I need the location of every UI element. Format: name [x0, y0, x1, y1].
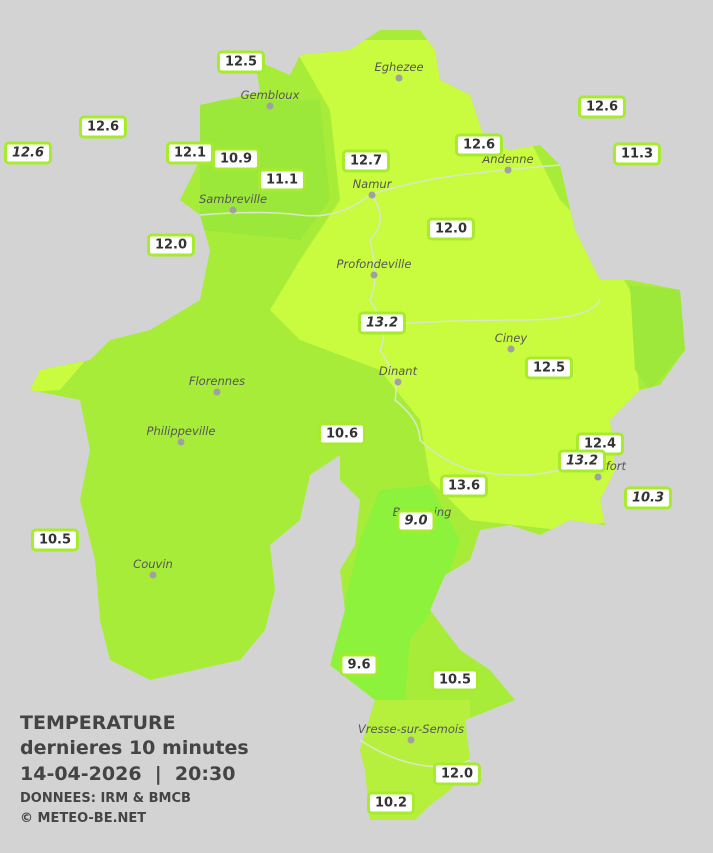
city-label: Vresse-sur-Semois: [357, 722, 465, 736]
city-dot: [507, 345, 515, 353]
city-dot: [149, 571, 157, 579]
station-value: 10.9: [211, 147, 261, 171]
station-value: 12.6: [78, 115, 128, 139]
legend-copyright: © METEO-BE.NET: [20, 811, 147, 826]
city-label: Philippeville: [146, 424, 216, 438]
legend-source: DONNEES: IRM & BMCB: [20, 791, 191, 806]
station-value: 12.6: [3, 141, 53, 165]
station-value: 13.2: [357, 311, 407, 335]
city-label: Profondeville: [336, 257, 412, 271]
legend-subtitle: dernieres 10 minutes: [20, 737, 249, 759]
city-dot: [177, 438, 185, 446]
city-dot: [394, 378, 402, 386]
station-value: 12.0: [432, 762, 482, 786]
station-value: 11.3: [612, 142, 662, 166]
city-dot: [368, 191, 376, 199]
station-value: 12.1: [165, 141, 215, 165]
station-value: 10.2: [366, 791, 416, 815]
city-label: Namur: [352, 177, 392, 191]
station-value: 13.6: [439, 474, 489, 498]
station-value: 12.0: [426, 217, 476, 241]
city-label: Florennes: [188, 374, 246, 388]
station-value: 10.3: [623, 486, 673, 510]
city-dot: [407, 736, 415, 744]
station-value: 12.0: [146, 233, 196, 257]
station-value: 12.6: [454, 133, 504, 157]
city-dot: [229, 206, 237, 214]
city-dot: [213, 388, 221, 396]
city-label: Couvin: [133, 557, 173, 571]
station-value: 12.7: [341, 149, 391, 173]
city-dot: [594, 473, 602, 481]
station-value: 12.5: [524, 356, 574, 380]
city-dot: [504, 166, 512, 174]
station-value: 10.5: [430, 668, 480, 692]
legend-timestamp: 14-04-2026 | 20:30: [20, 763, 236, 785]
station-value: 12.6: [577, 95, 627, 119]
city-label: Eghezee: [374, 60, 424, 74]
station-value: 11.1: [257, 168, 307, 192]
city-dot: [370, 271, 378, 279]
city-label: Gembloux: [240, 88, 300, 102]
station-value: 12.5: [216, 50, 266, 74]
city-label: Sambreville: [198, 192, 268, 206]
city-label: Dinant: [378, 364, 418, 378]
city-dot: [266, 102, 274, 110]
city-label: Ciney: [494, 331, 528, 345]
station-value: 9.0: [396, 509, 436, 533]
station-value: 9.6: [339, 653, 379, 677]
station-value: 13.2: [557, 449, 607, 473]
city-dot: [395, 74, 403, 82]
legend-title: TEMPERATURE: [20, 712, 176, 734]
station-value: 10.5: [30, 528, 80, 552]
station-value: 10.6: [317, 422, 367, 446]
